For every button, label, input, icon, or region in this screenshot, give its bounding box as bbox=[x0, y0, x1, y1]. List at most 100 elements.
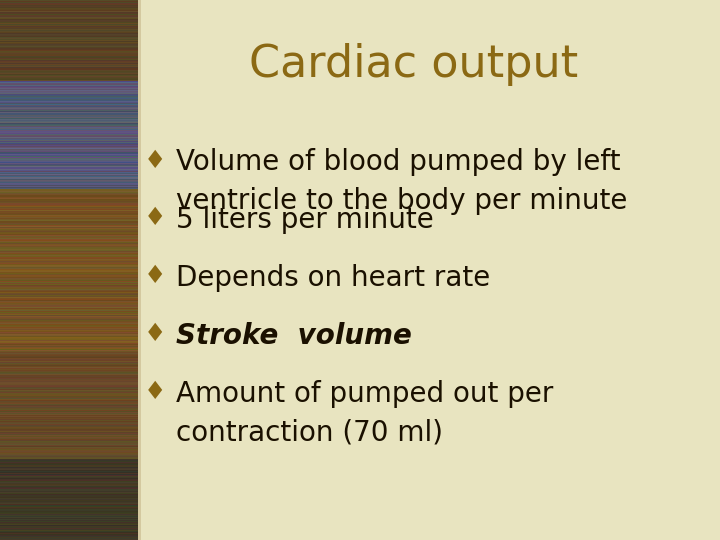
Bar bbox=[0, 430, 140, 431]
Bar bbox=[0, 97, 140, 98]
Bar bbox=[0, 288, 140, 289]
Bar bbox=[0, 195, 140, 196]
Bar bbox=[0, 334, 140, 335]
Bar bbox=[0, 52, 140, 53]
Bar bbox=[0, 282, 140, 283]
Bar bbox=[0, 191, 140, 192]
Bar bbox=[0, 432, 140, 433]
Bar bbox=[0, 470, 140, 471]
Bar bbox=[0, 329, 140, 330]
Bar bbox=[0, 96, 140, 97]
Bar bbox=[0, 536, 140, 537]
Bar bbox=[0, 473, 140, 474]
Bar bbox=[0, 280, 140, 281]
Bar bbox=[0, 382, 140, 383]
Bar bbox=[0, 474, 140, 475]
Bar bbox=[0, 454, 140, 455]
Bar bbox=[0, 53, 140, 54]
Bar bbox=[0, 239, 140, 240]
Bar bbox=[0, 285, 140, 286]
Bar bbox=[0, 318, 140, 319]
Bar bbox=[0, 343, 140, 344]
Bar bbox=[0, 515, 140, 516]
Bar bbox=[0, 435, 140, 436]
Bar bbox=[0, 429, 140, 430]
Bar bbox=[0, 451, 140, 452]
Bar bbox=[0, 397, 140, 398]
Bar bbox=[0, 207, 140, 208]
Bar bbox=[0, 156, 140, 157]
Bar bbox=[0, 433, 140, 434]
Bar bbox=[0, 319, 140, 320]
Bar bbox=[0, 16, 140, 17]
Bar bbox=[0, 421, 140, 422]
Bar bbox=[0, 337, 140, 338]
Bar bbox=[0, 162, 140, 163]
Bar bbox=[0, 262, 140, 263]
Bar bbox=[0, 118, 140, 119]
Bar bbox=[0, 258, 140, 259]
Bar bbox=[0, 112, 140, 113]
Bar bbox=[0, 149, 140, 150]
Bar bbox=[0, 492, 140, 493]
Bar bbox=[0, 373, 140, 374]
Bar bbox=[0, 371, 140, 372]
Bar bbox=[0, 466, 140, 467]
Bar bbox=[0, 145, 140, 146]
Bar bbox=[0, 180, 140, 181]
Bar bbox=[0, 346, 140, 347]
Bar bbox=[0, 488, 140, 489]
Bar bbox=[0, 59, 140, 60]
Bar bbox=[0, 215, 140, 216]
Bar bbox=[0, 56, 140, 57]
Bar bbox=[0, 359, 140, 360]
Bar bbox=[0, 208, 140, 209]
Bar bbox=[0, 107, 140, 108]
Bar bbox=[0, 46, 140, 47]
Bar bbox=[0, 452, 140, 453]
Bar bbox=[0, 517, 140, 518]
Bar bbox=[0, 43, 140, 44]
Bar bbox=[0, 427, 140, 428]
Bar bbox=[0, 331, 140, 332]
Bar bbox=[0, 237, 140, 238]
Bar bbox=[0, 251, 140, 252]
Bar bbox=[0, 71, 140, 72]
Bar bbox=[0, 186, 140, 187]
Bar bbox=[0, 78, 140, 79]
Bar bbox=[0, 84, 140, 85]
Bar bbox=[0, 350, 140, 351]
Bar bbox=[0, 507, 140, 508]
Bar bbox=[0, 233, 140, 234]
Bar bbox=[0, 40, 140, 41]
Bar bbox=[0, 407, 140, 408]
Bar bbox=[0, 165, 140, 166]
Bar bbox=[0, 171, 140, 172]
Bar bbox=[0, 178, 140, 179]
Text: ♦: ♦ bbox=[143, 206, 166, 230]
Bar bbox=[0, 125, 140, 126]
Bar bbox=[0, 324, 140, 325]
Bar bbox=[0, 420, 140, 421]
Bar bbox=[0, 395, 140, 396]
Bar bbox=[0, 120, 140, 121]
Bar bbox=[0, 342, 140, 343]
Bar bbox=[0, 205, 140, 206]
Bar bbox=[0, 154, 140, 155]
Bar bbox=[0, 381, 140, 382]
Bar bbox=[0, 128, 140, 129]
Bar bbox=[0, 231, 140, 232]
Bar bbox=[0, 400, 140, 401]
Bar bbox=[0, 270, 140, 271]
Bar bbox=[0, 406, 140, 407]
Bar bbox=[0, 8, 140, 9]
Bar bbox=[0, 295, 140, 296]
Bar bbox=[0, 389, 140, 390]
Bar bbox=[0, 220, 140, 221]
Bar bbox=[0, 155, 140, 156]
Bar bbox=[0, 204, 140, 205]
Bar bbox=[0, 352, 140, 353]
Bar bbox=[0, 99, 140, 100]
Bar bbox=[0, 445, 140, 446]
Bar bbox=[0, 278, 140, 279]
